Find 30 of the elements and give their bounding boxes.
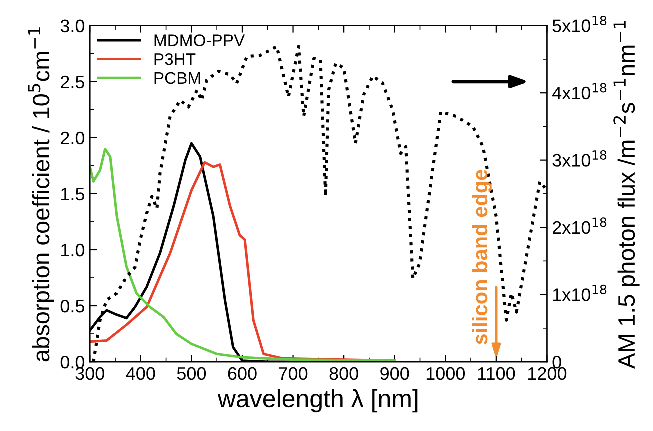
y-tick-label: 2.5 xyxy=(61,76,84,89)
x-tick-label: 400 xyxy=(126,367,156,380)
y-axis-title: absorption coefficient / 10$^{5}$cm$^{−1}$ xyxy=(28,28,54,362)
annotation: silicon band edge xyxy=(472,170,492,344)
legend-label: PCBM xyxy=(154,72,200,84)
x-tick-label: 900 xyxy=(380,367,410,380)
y-tick-label: 0.0 xyxy=(60,356,85,369)
x-tick-label: 700 xyxy=(279,367,308,380)
x-axis-title: wavelength λ [nm] xyxy=(218,389,418,413)
x-tick-label: 1000 xyxy=(426,367,466,380)
y-tick-label: 2.0 xyxy=(61,132,85,145)
y2-axis-title: AM 1.5 photon flux /m$^{−2}$s$^{−1}$nm$^{−1}$ xyxy=(614,21,640,369)
x-tick-label: 500 xyxy=(177,367,206,380)
x-tick-label: 1100 xyxy=(478,367,516,380)
y-tick-label: 0.5 xyxy=(60,300,84,313)
y2-tick-label: 0 xyxy=(552,356,562,369)
y2-tick-label: 1x10$^{18}$ xyxy=(553,284,607,302)
y2-tick-label: 5x10$^{18}$ xyxy=(552,16,607,32)
y2-tick-label: 4x10$^{18}$ xyxy=(552,83,607,100)
legend-label: MDMO-PPV xyxy=(154,34,246,46)
y-tick-label: 1.5 xyxy=(62,188,84,201)
x-tick-label: 300 xyxy=(76,367,104,380)
y-tick-label: 3.0 xyxy=(60,20,85,33)
x-tick-label: 800 xyxy=(330,367,358,380)
y2-tick-label: 2x10$^{18}$ xyxy=(552,218,607,234)
x-tick-label: 600 xyxy=(228,367,257,380)
y2-tick-label: 3x10$^{18}$ xyxy=(552,150,607,167)
y-tick-label: 1.0 xyxy=(62,244,85,257)
legend-label: P3HT xyxy=(154,54,196,66)
x-tick-label: 1200 xyxy=(528,367,567,380)
